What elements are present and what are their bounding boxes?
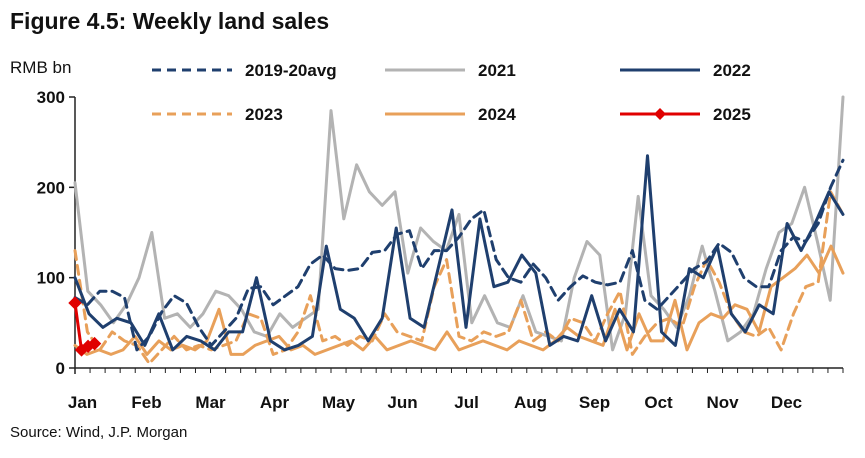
legend-marker-2025 [654,108,666,120]
y-tick-label: 0 [56,359,65,378]
legend-label-2022: 2022 [713,61,751,80]
legend-label-2019-20avg: 2019-20avg [245,61,337,80]
x-month-label: Feb [131,393,161,412]
x-month-label: Jan [68,393,97,412]
x-month-label: Sep [579,393,610,412]
series-point-2025 [87,336,102,351]
series-line-2023 [73,190,845,365]
legend-label-2025: 2025 [713,105,751,124]
series-line-2019-20avg [73,158,845,352]
legend-label-2023: 2023 [245,105,283,124]
x-month-label: Jun [387,393,417,412]
x-month-label: Dec [771,393,802,412]
x-month-label: May [322,393,356,412]
y-axis-unit-label: RMB bn [10,58,72,77]
x-month-label: Nov [706,393,739,412]
series-line-2021 [73,95,845,352]
legend-label-2024: 2024 [478,105,516,124]
series-line-2022 [73,154,845,352]
legend-label-2021: 2021 [478,61,516,80]
y-tick-label: 100 [37,269,65,288]
series-point-2025 [68,296,82,310]
x-month-label: Jul [454,393,479,412]
x-month-label: Apr [260,393,290,412]
y-tick-label: 300 [37,88,65,107]
x-month-label: Oct [644,393,673,412]
x-month-label: Mar [195,393,226,412]
x-month-label: Aug [514,393,547,412]
y-tick-label: 200 [37,178,65,197]
source-note: Source: Wind, J.P. Morgan [10,424,188,441]
chart-title: Figure 4.5: Weekly land sales [10,8,330,34]
